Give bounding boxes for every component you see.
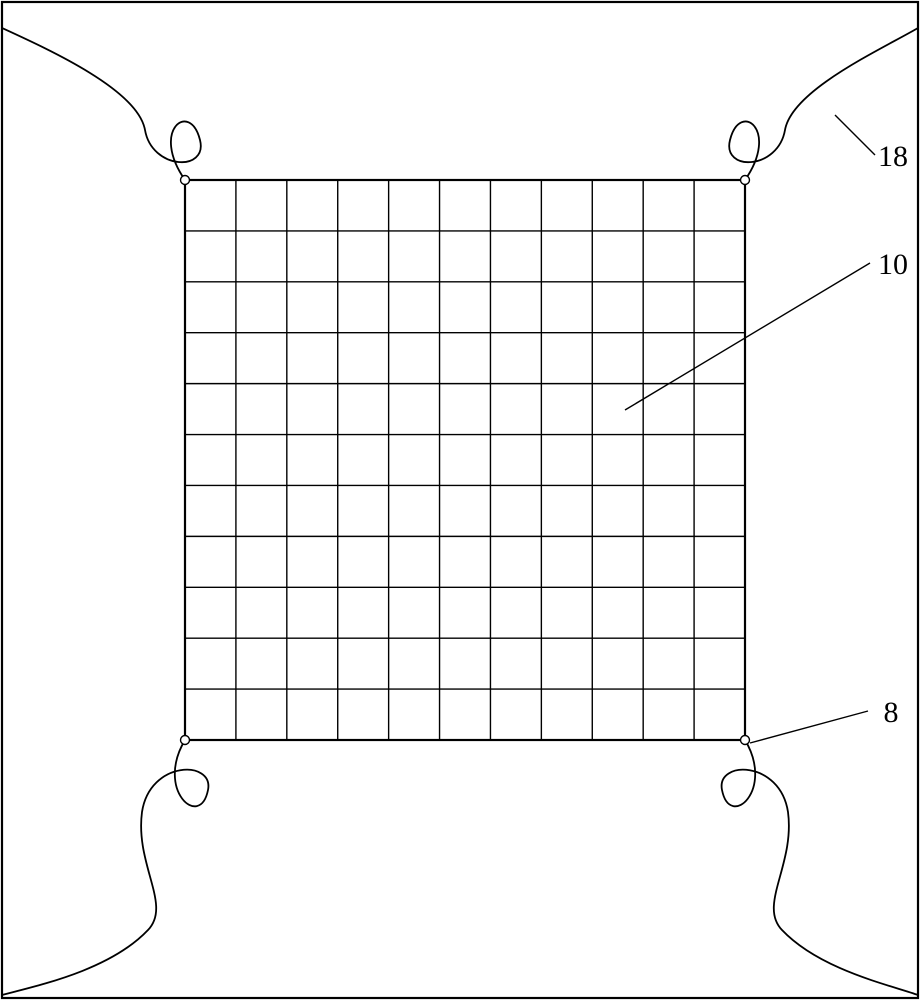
corner-node-0 (181, 176, 190, 185)
canvas-bg (0, 0, 920, 1000)
corner-node-2 (181, 736, 190, 745)
label-8: 8 (884, 696, 899, 729)
corner-node-1 (741, 176, 750, 185)
corner-node-3 (741, 736, 750, 745)
label-10: 10 (878, 248, 908, 281)
label-18: 18 (878, 140, 908, 173)
